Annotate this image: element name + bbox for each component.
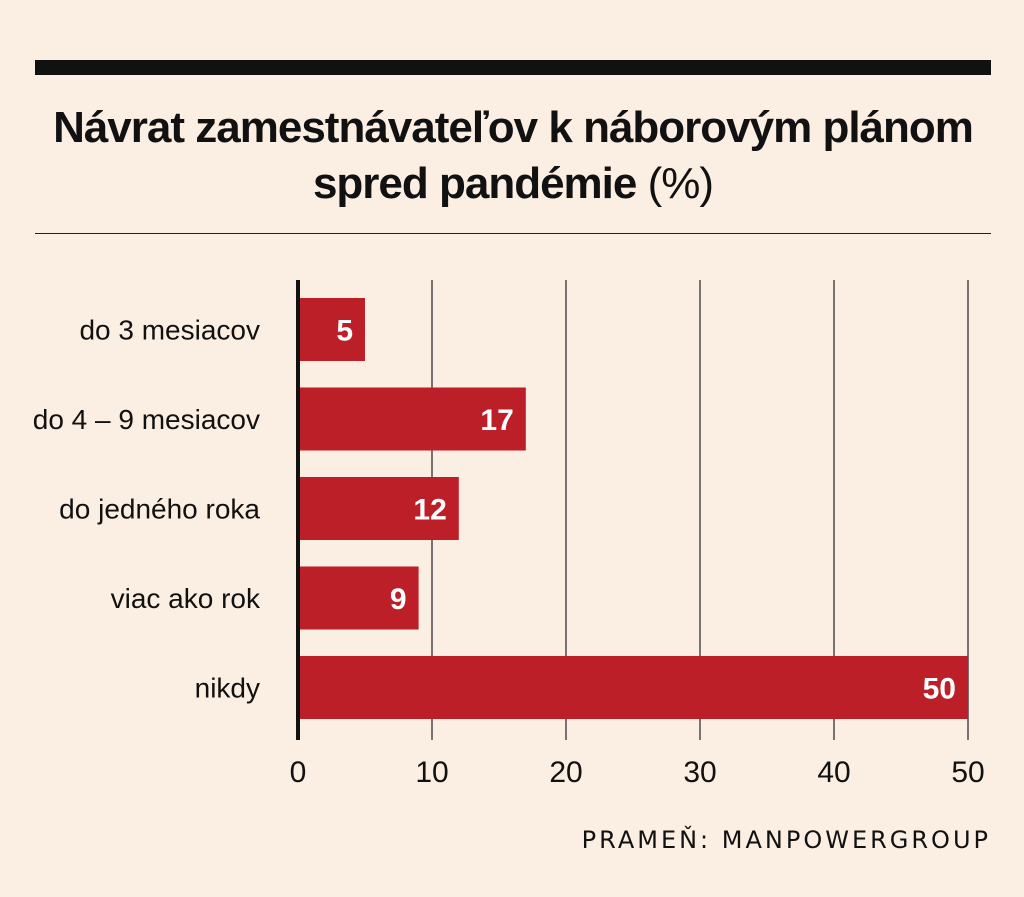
category-label: do 4 – 9 mesiacov [33,404,260,435]
category-labels: do 3 mesiacov do 4 – 9 mesiacov do jedného… [33,315,261,704]
data-label: 17 [480,404,513,437]
data-label: 5 [336,315,353,348]
x-tick-label: 50 [951,756,984,789]
x-tick-label: 20 [549,756,582,789]
category-label: nikdy [195,673,260,704]
x-tick-label: 0 [290,756,307,789]
data-labels: 5 17 12 9 50 [336,315,956,706]
data-label: 50 [923,673,956,706]
category-label: do 3 mesiacov [79,315,260,346]
data-label: 9 [390,583,407,616]
bars [298,298,968,719]
data-label: 12 [413,494,446,527]
bar [298,477,459,540]
category-label: do jedného roka [59,494,260,525]
title-divider [35,233,991,234]
top-rule [35,60,991,75]
chart-title-main: Návrat zamestnávateľov k náborovým pláno… [53,103,974,208]
bar [298,387,526,451]
bar [298,656,968,719]
x-tick-labels: 0 10 20 30 40 50 [290,756,985,789]
chart-title: Návrat zamestnávateľov k náborovým pláno… [35,100,991,212]
source-note: PRAMEŇ: MANPOWERGROUP [581,826,991,854]
x-tick-label: 30 [683,756,716,789]
chart-title-unit: (%) [647,159,714,208]
bar [298,298,365,361]
bar [298,566,419,630]
category-label: viac ako rok [111,583,261,614]
x-tick-label: 10 [415,756,448,789]
x-tick-label: 40 [817,756,850,789]
